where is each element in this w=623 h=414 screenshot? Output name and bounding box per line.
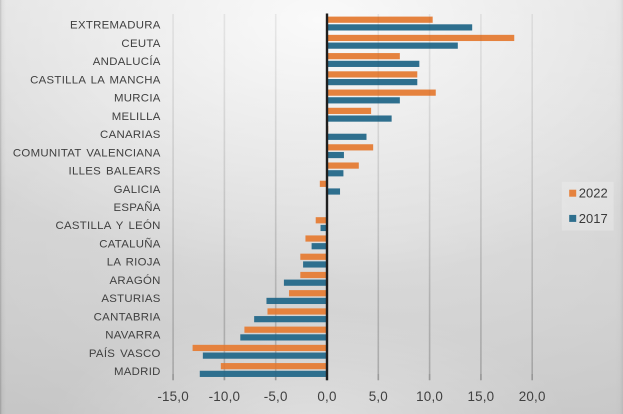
- svg-text:CATALUÑA: CATALUÑA: [99, 237, 161, 250]
- svg-text:ESPAÑA: ESPAÑA: [114, 201, 161, 214]
- svg-text:PAÍS VASCO: PAÍS VASCO: [89, 347, 161, 360]
- svg-text:5,0: 5,0: [369, 389, 388, 404]
- svg-text:-15,0: -15,0: [157, 389, 189, 404]
- svg-text:2017: 2017: [579, 211, 608, 226]
- svg-text:CEUTA: CEUTA: [121, 38, 160, 50]
- svg-text:-5,0: -5,0: [264, 389, 288, 404]
- svg-text:EXTREMADURA: EXTREMADURA: [70, 20, 161, 32]
- svg-text:ANDALUCÍA: ANDALUCÍA: [93, 55, 161, 68]
- svg-text:MADRID: MADRID: [114, 366, 161, 378]
- svg-text:NAVARRA: NAVARRA: [105, 330, 161, 342]
- svg-text:15,0: 15,0: [467, 389, 494, 404]
- svg-text:0,0: 0,0: [317, 389, 336, 404]
- svg-text:GALICIA: GALICIA: [114, 184, 161, 196]
- svg-text:ASTURIAS: ASTURIAS: [101, 293, 160, 305]
- svg-text:LA RIOJA: LA RIOJA: [107, 257, 161, 269]
- svg-text:2022: 2022: [579, 186, 608, 201]
- svg-text:MURCIA: MURCIA: [114, 93, 161, 105]
- svg-text:COMUNITAT VALENCIANA: COMUNITAT VALENCIANA: [13, 147, 161, 159]
- svg-text:10,0: 10,0: [416, 389, 443, 404]
- svg-text:MELILLA: MELILLA: [112, 111, 161, 123]
- svg-text:20,0: 20,0: [519, 389, 546, 404]
- svg-text:ILLES BALEARS: ILLES BALEARS: [69, 166, 161, 178]
- svg-text:CANARIAS: CANARIAS: [100, 129, 161, 141]
- svg-text:ARAGÓN: ARAGÓN: [110, 274, 161, 287]
- svg-text:CASTILLA LA MANCHA: CASTILLA LA MANCHA: [30, 74, 161, 86]
- svg-text:CASTILLA Y LEÓN: CASTILLA Y LEÓN: [55, 219, 160, 232]
- svg-text:-10,0: -10,0: [209, 389, 241, 404]
- svg-text:CANTABRIA: CANTABRIA: [94, 311, 161, 323]
